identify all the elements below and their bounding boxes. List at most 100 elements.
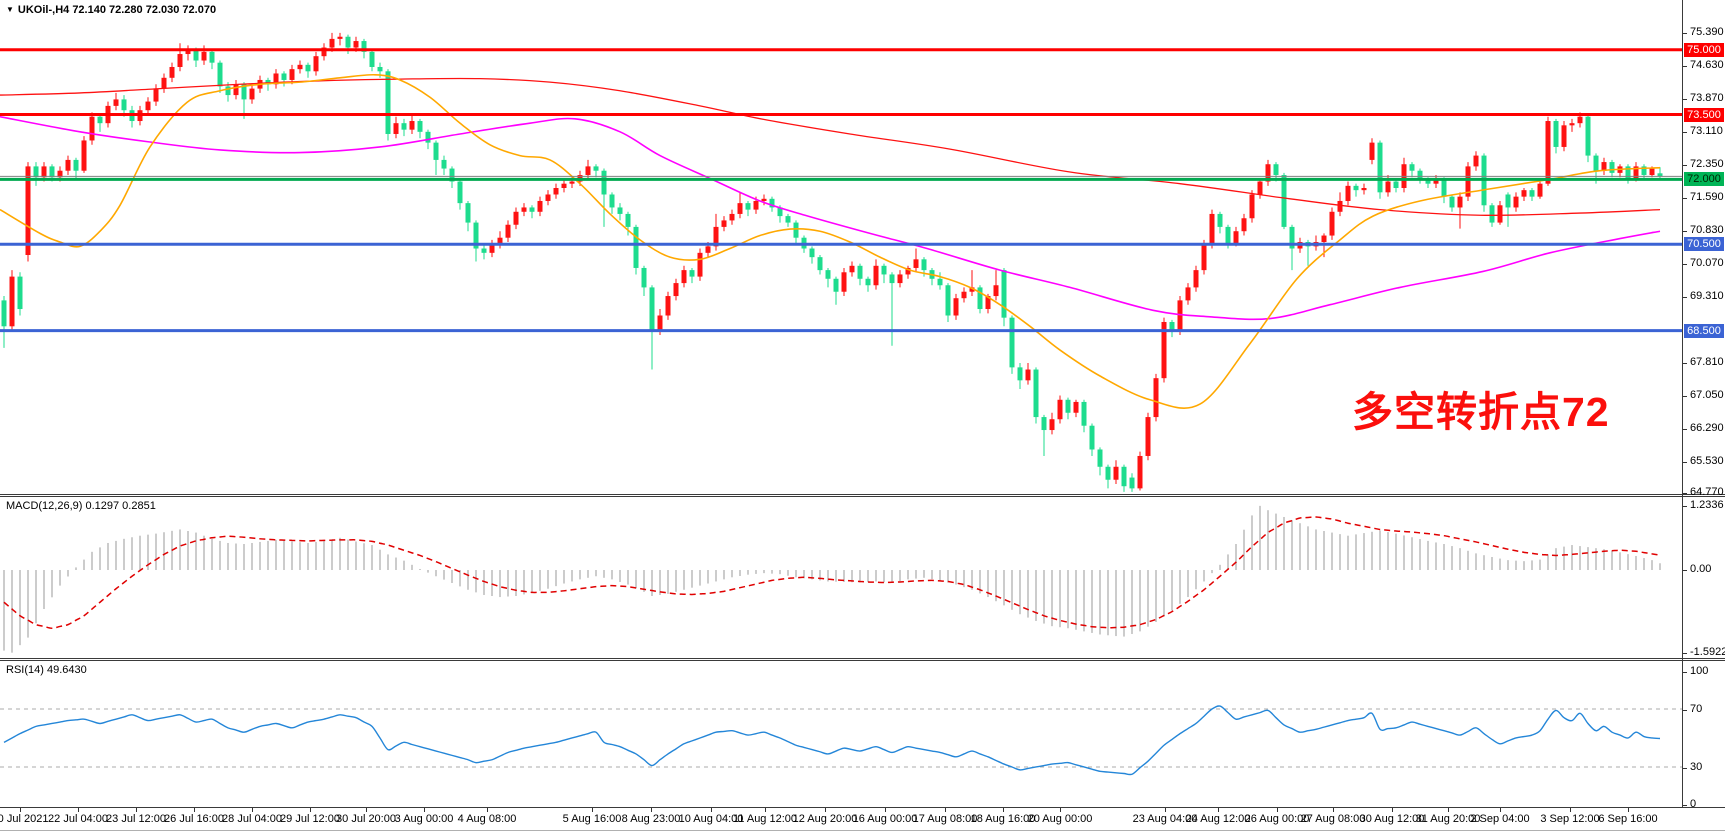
time-axis-label: 30 Jul 20:00: [336, 813, 396, 825]
symbol-quote-text: UKOil-,H4 72.140 72.280 72.030 72.070: [17, 4, 217, 16]
time-tick: [1392, 808, 1393, 812]
macd-panel[interactable]: [0, 497, 1682, 658]
time-axis-label: 20 Jul 2021: [0, 813, 49, 825]
price-axis-label: 73.870: [1690, 92, 1724, 104]
time-tick: [1165, 808, 1166, 812]
time-tick: [825, 808, 826, 812]
time-axis-label: 26 Jul 16:00: [164, 813, 224, 825]
time-tick: [366, 808, 367, 812]
time-tick: [1448, 808, 1449, 812]
axis-tick: [1683, 165, 1687, 166]
axis-tick: [1683, 66, 1687, 67]
price-axis-label: 74.630: [1690, 59, 1724, 71]
price-axis-label: 70.830: [1690, 224, 1724, 236]
time-tick: [78, 808, 79, 812]
time-axis-label: 17 Aug 08:00: [912, 813, 978, 825]
axis-tick: [1683, 231, 1687, 232]
price-axis-label: 75.390: [1690, 26, 1724, 38]
time-tick: [136, 808, 137, 812]
time-tick: [1218, 808, 1219, 812]
axis-tick: [1683, 493, 1687, 494]
time-tick: [945, 808, 946, 812]
axis-tick: [1683, 363, 1687, 364]
time-tick: [885, 808, 886, 812]
time-tick: [765, 808, 766, 812]
time-axis-label: 5 Aug 16:00: [562, 813, 622, 825]
axis-tick: [1683, 506, 1687, 507]
macd-axis-label: 1.2336: [1690, 499, 1724, 511]
axis-tick: [1683, 297, 1687, 298]
rsi-panel[interactable]: [0, 661, 1682, 807]
price-axis[interactable]: 75.390 74.630 73.870 73.110 72.350 71.590 70.8…: [1683, 0, 1725, 810]
axis-tick: [1683, 653, 1687, 654]
axis-tick: [1683, 33, 1687, 34]
time-tick: [592, 808, 593, 812]
rsi-axis-label: 30: [1690, 761, 1703, 773]
axis-tick: [1683, 710, 1687, 711]
time-axis-label: 10 Aug 04:00: [678, 813, 744, 825]
axis-tick: [1683, 672, 1687, 673]
time-axis-label: 23 Jul 12:00: [106, 813, 166, 825]
axis-tick: [1683, 198, 1687, 199]
macd-label: MACD(12,26,9) 0.1297 0.2851: [6, 500, 156, 512]
price-level-badge: 70.500: [1684, 237, 1724, 252]
axis-tick: [1683, 429, 1687, 430]
time-tick: [252, 808, 253, 812]
time-axis-label: 2 Sep 04:00: [1470, 813, 1530, 825]
axis-tick: [1683, 805, 1687, 806]
rsi-axis-label: 100: [1690, 665, 1709, 677]
time-axis-label: 20 Aug 00:00: [1027, 813, 1093, 825]
time-tick: [1060, 808, 1061, 812]
time-tick: [1570, 808, 1571, 812]
macd-axis-label: -1.5922: [1690, 646, 1725, 658]
time-tick: [1500, 808, 1501, 812]
time-tick: [651, 808, 652, 812]
time-axis-label: 18 Aug 16:00: [970, 813, 1036, 825]
price-axis-label: 70.070: [1690, 257, 1724, 269]
rsi-label: RSI(14) 49.6430: [6, 664, 87, 676]
axis-tick: [1683, 396, 1687, 397]
time-tick: [1628, 808, 1629, 812]
time-axis-label: 3 Aug 00:00: [394, 813, 454, 825]
price-level-badge: 75.000: [1684, 42, 1724, 57]
time-axis-label: 8 Aug 23:00: [621, 813, 681, 825]
price-level-badge: 72.000: [1684, 172, 1724, 187]
symbol-dropdown-icon[interactable]: ▼: [6, 5, 14, 14]
macd-axis-label: 0.00: [1690, 563, 1712, 575]
time-axis-label: 29 Jul 12:00: [280, 813, 340, 825]
time-axis-label: 28 Jul 04:00: [222, 813, 282, 825]
chart-annotation-text: 多空转折点72: [1352, 389, 1610, 435]
time-tick: [20, 808, 21, 812]
price-axis-label: 69.310: [1690, 290, 1724, 302]
price-axis-label: 72.350: [1690, 158, 1724, 170]
time-axis-label: 4 Aug 08:00: [457, 813, 517, 825]
time-tick: [1333, 808, 1334, 812]
time-tick: [487, 808, 488, 812]
price-axis-label: 66.290: [1690, 422, 1724, 434]
axis-tick: [1683, 132, 1687, 133]
time-axis-label: 24 Aug 12:00: [1185, 813, 1251, 825]
time-tick: [310, 808, 311, 812]
axis-tick: [1683, 570, 1687, 571]
axis-tick: [1683, 462, 1687, 463]
price-level-badge: 73.500: [1684, 107, 1724, 122]
time-tick: [1003, 808, 1004, 812]
price-axis-label: 67.050: [1690, 389, 1724, 401]
rsi-axis-label: 0: [1690, 798, 1697, 810]
time-axis-label: 11 Aug 12:00: [732, 813, 798, 825]
time-axis-label: 22 Jul 04:00: [48, 813, 108, 825]
time-tick: [194, 808, 195, 812]
price-axis-label: 64.770: [1690, 486, 1724, 498]
price-axis-label: 67.810: [1690, 356, 1724, 368]
time-axis-label: 6 Sep 16:00: [1598, 813, 1658, 825]
price-axis-label: 73.110: [1690, 125, 1723, 137]
symbol-quote-line: ▼ UKOil-,H4 72.140 72.280 72.030 72.070: [6, 4, 216, 16]
time-tick: [1277, 808, 1278, 812]
axis-tick: [1683, 99, 1687, 100]
time-axis-label: 23 Aug 04:00: [1132, 813, 1198, 825]
time-axis-label: 31 Aug 20:00: [1415, 813, 1481, 825]
price-axis-label: 71.590: [1690, 191, 1724, 203]
time-axis-label: 26 Aug 00:00: [1244, 813, 1310, 825]
